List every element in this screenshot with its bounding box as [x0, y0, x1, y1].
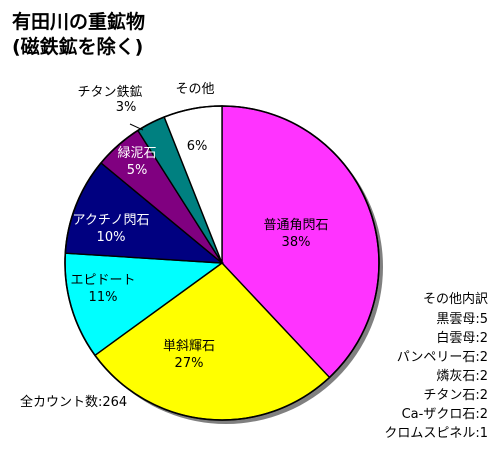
chart-title: 有田川の重鉱物 (磁鉄鉱を除く)	[12, 10, 145, 60]
chart-title-line1: 有田川の重鉱物	[12, 11, 146, 33]
other-breakdown-item: チタン石:2	[423, 388, 488, 403]
other-breakdown-heading: その他内訳	[422, 292, 488, 307]
other-breakdown-legend: その他内訳 黒雲母:5 白雲母:2 パンペリー石:2 燐灰石:2 チタン石:2 Ca-ザク…	[384, 290, 488, 443]
other-breakdown-item: 白雲母:2	[436, 331, 488, 346]
chart-title-line2: (磁鉄鉱を除く)	[12, 36, 144, 58]
slice-value-label: 3%	[116, 100, 137, 115]
slice-value-label: 11%	[89, 290, 118, 305]
other-breakdown-item: パンペリー石:2	[396, 350, 488, 365]
slice-value-label: 27%	[175, 356, 204, 371]
slice-label: その他	[175, 82, 214, 97]
slice-label: アクチノ閃石	[73, 213, 150, 228]
slice-value-label: 5%	[127, 163, 148, 178]
pie-outline	[64, 105, 380, 421]
other-breakdown-item: 燐灰石:2	[436, 369, 488, 384]
total-count-label: 全カウント数:264	[20, 395, 128, 410]
other-breakdown-item: Ca-ザクロ石:2	[401, 407, 488, 422]
slice-value-label: 38%	[282, 235, 311, 250]
slice-value-label: 10%	[97, 230, 126, 245]
slice-label: 単斜輝石	[163, 338, 215, 354]
slice-label: 普通角閃石	[263, 218, 328, 233]
slice-label: チタン鉄鉱	[77, 84, 142, 100]
slice-label: 緑泥石	[117, 146, 156, 161]
leader-line	[129, 123, 144, 131]
other-breakdown-item: クロムスピネル:1	[384, 426, 488, 441]
slice-label: エピドート	[70, 273, 135, 288]
other-breakdown-item: 黒雲母:5	[436, 312, 488, 327]
slice-value-label: 6%	[187, 139, 208, 154]
